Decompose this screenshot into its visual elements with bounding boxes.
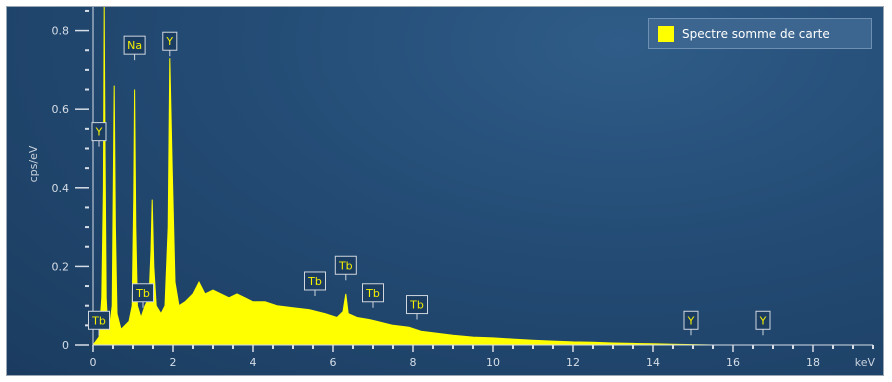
peak-label: Tb bbox=[409, 299, 424, 312]
peak-label-box bbox=[91, 122, 107, 142]
y-tick-label: 0.4 bbox=[52, 182, 70, 195]
x-tick-label: 14 bbox=[646, 356, 660, 369]
peak-label: Tb bbox=[307, 275, 322, 288]
peak-label: Y bbox=[759, 314, 767, 327]
y-tick-label: 0.6 bbox=[52, 103, 70, 116]
legend-swatch bbox=[658, 25, 674, 42]
x-tick-label: 16 bbox=[726, 356, 740, 369]
peak-label-box bbox=[362, 283, 384, 303]
peak-label: Tb bbox=[91, 314, 106, 327]
peak-label-box bbox=[406, 295, 428, 315]
peak-label: Tb bbox=[338, 259, 353, 272]
x-axis-title: keV bbox=[855, 356, 876, 369]
spectrum-plot: 0 2 4 6 8 10 12 14 16 18 0 0.2 0.4 0.6 0.8 keV cps/eV Y Tb… bbox=[27, 7, 876, 369]
legend-label: Spectre somme de carte bbox=[682, 26, 830, 41]
x-tick-label: 12 bbox=[566, 356, 580, 369]
peak-label-box bbox=[334, 255, 357, 275]
peak-label-box bbox=[162, 31, 178, 51]
peak-label: Y bbox=[687, 314, 695, 327]
peak-label-box bbox=[755, 310, 771, 330]
legend[interactable]: Spectre somme de carte bbox=[648, 18, 872, 49]
peak-label-box bbox=[88, 310, 110, 330]
x-tick-label: 18 bbox=[806, 356, 820, 369]
x-tick-label: 0 bbox=[90, 356, 97, 369]
spectrum-series-0 bbox=[91, 7, 714, 346]
y-tick-label: 0 bbox=[62, 339, 69, 352]
x-tick-label: 4 bbox=[250, 356, 257, 369]
peak-label: Y bbox=[165, 35, 173, 48]
spectrum-chart: 0 2 4 6 8 10 12 14 16 18 0 0.2 0.4 0.6 0.8 keV cps/eV Y Tb… bbox=[6, 6, 884, 376]
peak-label: Na bbox=[127, 39, 142, 52]
peak-label: Tb bbox=[135, 287, 150, 300]
peak-label-box bbox=[304, 271, 326, 291]
peak-label: Y bbox=[95, 126, 103, 139]
x-tick-label: 10 bbox=[486, 356, 500, 369]
y-axis-title: cps/eV bbox=[27, 145, 40, 182]
peak-label: Tb bbox=[365, 287, 380, 300]
x-tick-label: 2 bbox=[170, 356, 177, 369]
y-tick-label: 0.2 bbox=[52, 260, 70, 273]
x-tick-label: 8 bbox=[410, 356, 417, 369]
peak-label-box bbox=[683, 310, 699, 330]
x-tick-label: 6 bbox=[330, 356, 337, 369]
peak-label-box bbox=[132, 283, 154, 303]
y-tick-label: 0.8 bbox=[52, 25, 70, 38]
peak-label-box bbox=[123, 35, 146, 55]
